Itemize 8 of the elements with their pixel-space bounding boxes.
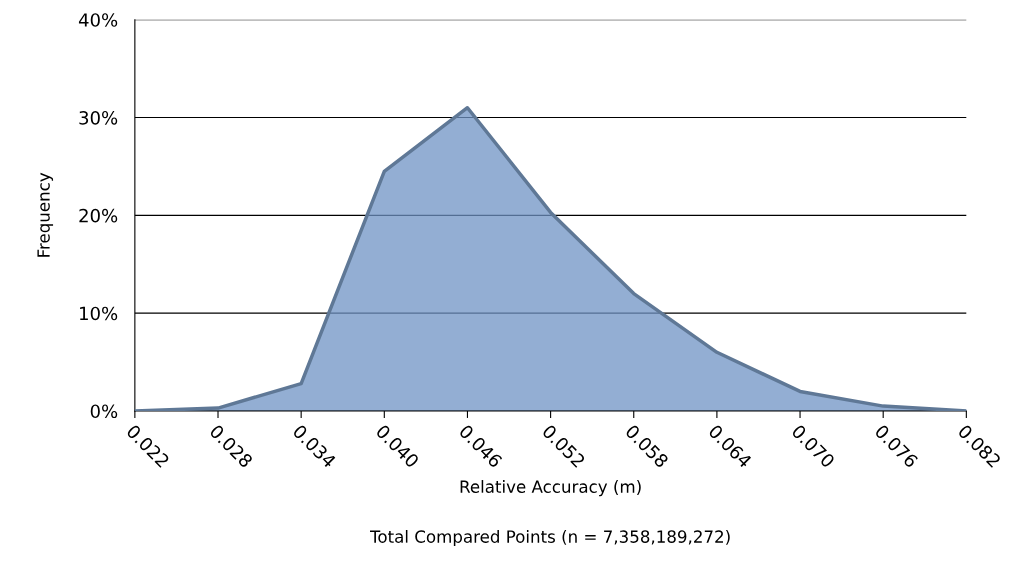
- y-tick-label: 40%: [78, 13, 118, 27]
- x-axis-title: Relative Accuracy (m): [460, 480, 641, 497]
- y-tick-label: 10%: [80, 306, 118, 321]
- y-tick-label: 30%: [79, 110, 118, 125]
- y-axis-title: Frequency: [37, 172, 54, 257]
- y-tick-label: 20%: [79, 208, 118, 223]
- text: Total Compared Points (n = 7,358,189,272): [370, 529, 730, 547]
- y-tick-label: 0%: [90, 404, 118, 419]
